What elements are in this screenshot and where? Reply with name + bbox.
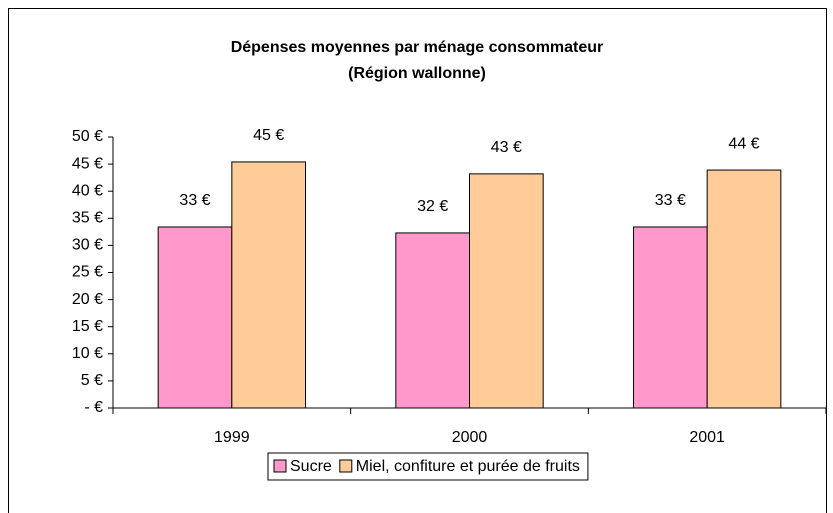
x-tick-label: 2001 bbox=[689, 429, 725, 446]
chart-title: (Région wallonne) bbox=[348, 65, 486, 82]
legend-label: Miel, confiture et purée de fruits bbox=[356, 458, 580, 475]
y-tick-label: 20 € bbox=[72, 291, 103, 308]
y-tick-label: 45 € bbox=[72, 155, 103, 172]
data-label: 33 € bbox=[655, 192, 686, 209]
y-tick-label: 35 € bbox=[72, 210, 103, 227]
legend-box bbox=[267, 452, 589, 481]
legend-label: Sucre bbox=[290, 458, 332, 475]
bar bbox=[632, 226, 708, 409]
data-label: 43 € bbox=[491, 139, 522, 156]
y-tick-label: 15 € bbox=[72, 318, 103, 335]
bar bbox=[157, 226, 233, 409]
data-label: 44 € bbox=[728, 135, 759, 152]
data-label: 45 € bbox=[253, 127, 284, 144]
y-tick-label: 40 € bbox=[72, 182, 103, 199]
y-tick-label: 10 € bbox=[72, 345, 103, 362]
x-tick-label: 1999 bbox=[214, 429, 250, 446]
chart-title: Dépenses moyennes par ménage consommateu… bbox=[231, 39, 604, 56]
data-label: 33 € bbox=[179, 192, 210, 209]
y-tick-label: - € bbox=[84, 399, 103, 416]
y-tick-label: 50 € bbox=[72, 128, 103, 145]
y-tick-label: 30 € bbox=[72, 237, 103, 254]
bar bbox=[395, 232, 470, 409]
x-tick-label: 2000 bbox=[452, 429, 488, 446]
bar bbox=[706, 169, 782, 409]
data-label: 32 € bbox=[417, 198, 448, 215]
bar bbox=[231, 161, 307, 409]
legend-swatch bbox=[273, 459, 287, 473]
legend-swatch bbox=[339, 459, 353, 473]
bar bbox=[469, 173, 544, 409]
y-tick-label: 25 € bbox=[72, 264, 103, 281]
y-tick-label: 5 € bbox=[81, 372, 103, 389]
